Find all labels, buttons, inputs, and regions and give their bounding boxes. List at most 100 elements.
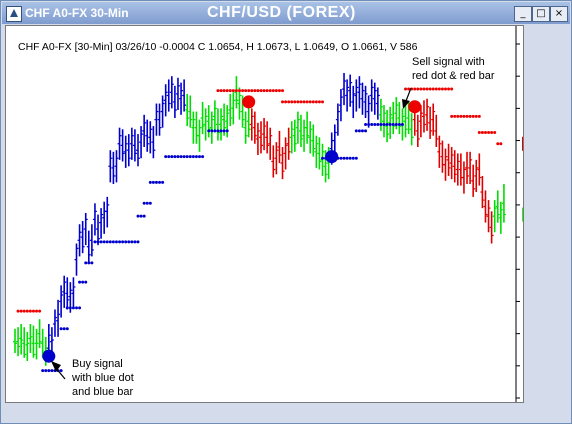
price-bar	[345, 79, 350, 112]
price-bar	[289, 121, 294, 154]
price-bar	[498, 201, 503, 234]
price-bar	[268, 127, 273, 160]
price-bar	[139, 126, 144, 159]
minimize-button[interactable]: _	[514, 6, 532, 22]
price-bar	[308, 121, 313, 154]
stop-dot	[385, 122, 389, 126]
price-bar	[351, 85, 356, 119]
stop-dot	[118, 240, 122, 244]
stop-dot	[480, 131, 484, 134]
price-bar	[166, 79, 171, 112]
stop-dot	[16, 309, 20, 313]
price-bar	[483, 190, 488, 223]
stop-dot	[474, 114, 478, 118]
price-bar	[89, 224, 94, 257]
price-bar	[80, 221, 85, 254]
stop-dot	[216, 129, 220, 133]
stop-dot	[105, 240, 109, 244]
stop-dot	[87, 261, 91, 265]
stop-dot	[354, 129, 358, 133]
stop-dot	[139, 214, 143, 218]
stop-dot	[413, 87, 417, 91]
chart-canvas: 1.0541.0561.0581.061.0621.0641.0661.0681…	[13, 26, 523, 402]
stop-dot	[47, 369, 51, 373]
price-bar	[298, 114, 303, 147]
price-bar	[52, 309, 57, 337]
window-title: CHF A0-FX 30-Min	[25, 6, 129, 20]
stop-dot	[167, 155, 171, 159]
stop-dot	[241, 89, 245, 93]
price-bar	[378, 98, 383, 131]
stop-dot	[84, 280, 88, 284]
app-logo-icon[interactable]	[6, 6, 22, 22]
price-bar	[283, 137, 288, 170]
stop-dot	[142, 201, 146, 205]
price-bar	[71, 277, 76, 308]
price-bar	[175, 77, 180, 110]
stop-dot	[253, 89, 257, 93]
stop-dot	[490, 131, 494, 134]
stop-dot	[462, 114, 466, 118]
stop-dot	[170, 155, 174, 159]
sell-signal-dot	[242, 95, 256, 109]
price-bar	[19, 323, 24, 355]
chart-info: CHF A0-FX [30-Min] 03/26/10 -0.0004 C 1.…	[18, 41, 418, 53]
stop-dot	[450, 114, 454, 118]
price-bar	[262, 118, 267, 151]
price-bar	[440, 140, 445, 173]
price-bar	[188, 95, 193, 128]
price-bar	[209, 111, 214, 144]
stop-dot	[99, 240, 103, 244]
price-bar	[160, 95, 165, 128]
price-bar	[259, 121, 263, 154]
price-chart[interactable]: 1.0541.0561.0581.061.0621.0641.0661.0681…	[5, 25, 524, 403]
price-label-box	[522, 136, 523, 151]
title-bar[interactable]: CHF A0-FX 30-Min CHF/USD (FOREX) _ □ ×	[2, 2, 570, 24]
stop-dot	[468, 114, 472, 118]
stop-dot	[259, 89, 263, 93]
stop-dot	[151, 180, 155, 184]
sell-arrow-head	[402, 99, 410, 109]
price-bar	[237, 87, 242, 120]
stop-dot	[465, 114, 469, 118]
stop-dot	[102, 240, 106, 244]
stop-dot	[483, 131, 487, 134]
stop-dot	[219, 89, 223, 93]
stop-dot	[296, 100, 300, 104]
price-bar	[92, 203, 97, 236]
price-bar	[151, 126, 156, 159]
stop-dot	[459, 114, 463, 118]
price-bar	[357, 76, 362, 109]
price-label-box	[522, 207, 523, 222]
stop-dot	[62, 327, 66, 331]
price-bar	[437, 135, 442, 168]
price-bar	[96, 214, 101, 246]
stop-dot	[493, 131, 497, 134]
price-bar	[179, 82, 184, 115]
stop-dot	[68, 306, 72, 310]
stop-dot	[130, 240, 134, 244]
price-bar	[489, 211, 494, 244]
stop-dot	[305, 100, 309, 104]
close-button[interactable]: ×	[550, 6, 568, 22]
price-bar	[465, 151, 470, 184]
stop-dot	[302, 100, 306, 104]
price-bar	[86, 230, 91, 263]
stop-dot	[176, 155, 180, 159]
maximize-button[interactable]: □	[532, 6, 550, 22]
stop-dot	[416, 87, 420, 91]
stop-dot	[35, 309, 39, 313]
stop-dot	[78, 306, 82, 310]
stop-dot	[425, 87, 429, 91]
stop-dot	[65, 306, 69, 310]
price-bar	[403, 105, 408, 138]
price-bar	[37, 319, 42, 349]
stop-dot	[311, 100, 315, 104]
price-bar	[77, 224, 82, 257]
stop-dot	[496, 142, 500, 146]
stop-dot	[222, 89, 226, 93]
price-bar	[375, 87, 380, 120]
stop-dot	[450, 87, 454, 91]
stop-dot	[373, 122, 377, 126]
stop-dot	[321, 156, 324, 160]
